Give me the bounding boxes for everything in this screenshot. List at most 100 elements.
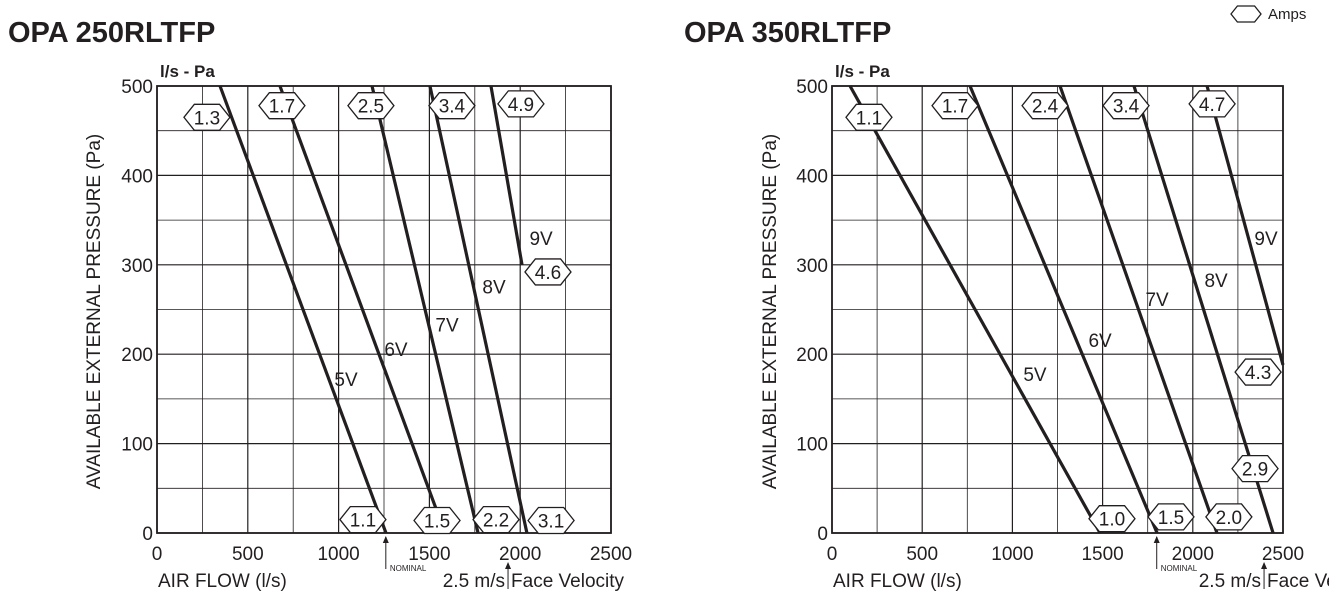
series-7V: 7V	[370, 85, 480, 534]
grid	[156, 85, 612, 534]
amps-label: 3.1	[527, 506, 575, 535]
amps-label: 1.0	[1088, 505, 1136, 533]
hexagon-icon	[1188, 90, 1236, 118]
y-tick-label: 0	[817, 524, 828, 545]
series-line	[428, 85, 529, 534]
series-6V: 6V	[278, 85, 447, 534]
chart-title: OPA 250RLTFP	[8, 17, 215, 49]
amps-value: 2.4	[1032, 97, 1059, 118]
amps-label: 3.4	[1102, 92, 1150, 120]
hexagon-icon	[413, 506, 461, 535]
amps-value: 1.5	[1158, 508, 1184, 529]
x-tick-label: 500	[906, 544, 938, 565]
amps-label: 2.9	[1231, 454, 1279, 483]
series-line	[489, 85, 524, 266]
y-tick-label: 100	[796, 435, 828, 456]
amps-label: 4.7	[1188, 90, 1236, 118]
y-tick-label: 500	[796, 77, 828, 98]
amps-label: 1.3	[183, 103, 231, 131]
hexagon-icon	[339, 505, 387, 534]
hexagon-icon	[258, 92, 306, 120]
amps-value: 2.9	[1242, 460, 1268, 481]
series-5V: 5V	[848, 85, 1102, 534]
amps-value: 1.1	[350, 511, 376, 532]
x-tick-label: 500	[232, 544, 264, 565]
x-tick-label: 2000	[1172, 544, 1214, 565]
voltage-label: 5V	[1023, 365, 1047, 386]
x-tick-label: 0	[827, 544, 838, 565]
amps-label: 1.5	[413, 506, 461, 535]
unit-label: l/s - Pa	[835, 62, 890, 81]
x-axis-label: AIR FLOW (l/s)	[833, 571, 962, 592]
amps-label: 3.4	[428, 92, 476, 120]
voltage-label: 8V	[482, 277, 506, 298]
x-tick-label: 0	[152, 544, 163, 565]
amps-value: 4.9	[508, 95, 534, 116]
series-line	[1058, 85, 1219, 534]
series-7V: 7V	[1058, 85, 1219, 534]
voltage-label: 7V	[1145, 290, 1169, 311]
hexagon-icon	[931, 92, 979, 120]
hexagon-icon	[1231, 454, 1279, 483]
x-tick-label: 1500	[408, 544, 450, 565]
y-axis-label: AVAILABLE EXTERNAL PRESSURE (Pa)	[84, 134, 105, 490]
hexagon-icon	[428, 92, 476, 120]
amps-value: 1.0	[1099, 510, 1125, 531]
amps-value: 2.0	[1216, 508, 1242, 529]
chart-title: OPA 350RLTFP	[684, 17, 891, 49]
grid	[831, 85, 1284, 534]
nominal-label: NOMINAL	[390, 564, 427, 573]
series-8V: 8V	[428, 85, 529, 534]
y-tick-label: 0	[142, 524, 153, 545]
series-6V: 6V	[968, 85, 1159, 534]
x-tick-label: 1500	[1081, 544, 1123, 565]
amps-value: 1.3	[194, 108, 220, 129]
amps-label: 1.5	[1147, 503, 1195, 531]
amps-label: 2.2	[472, 505, 520, 534]
hexagon-icon	[527, 506, 575, 535]
amps-value: 1.1	[856, 108, 882, 129]
amps-value: 4.6	[535, 263, 561, 284]
voltage-label: 9V	[529, 229, 553, 250]
amps-value: 1.7	[942, 97, 968, 118]
series-9V: 9V	[489, 85, 553, 266]
x-tick-label: 1000	[991, 544, 1033, 565]
hexagon-icon	[347, 92, 395, 120]
hexagon-icon	[845, 103, 893, 131]
amps-value: 1.7	[269, 97, 295, 118]
arrow-head-icon	[1153, 536, 1160, 543]
amps-label: 1.7	[931, 92, 979, 120]
series-line	[278, 85, 447, 534]
hexagon-icon	[183, 103, 231, 131]
face-velocity-label: Face Velocity	[511, 571, 624, 592]
series-line	[968, 85, 1159, 534]
hexagon-icon	[1102, 92, 1150, 120]
amps-label: 1.7	[258, 92, 306, 120]
amps-label: 2.5	[347, 92, 395, 120]
voltage-label: 6V	[384, 340, 408, 361]
amps-value: 4.3	[1245, 363, 1271, 384]
arrow-head-icon	[505, 562, 512, 569]
amps-label: 4.9	[497, 90, 545, 118]
face-velocity-value: 2.5 m/s	[443, 571, 505, 592]
y-tick-label: 200	[796, 345, 828, 366]
series-line	[218, 85, 388, 534]
voltage-label: 7V	[435, 316, 459, 337]
amps-label: 2.4	[1021, 92, 1069, 120]
amps-value: 2.2	[483, 511, 509, 532]
voltage-label: 9V	[1254, 229, 1278, 250]
hexagon-icon	[1205, 503, 1253, 531]
face-velocity-value: 2.5 m/s	[1199, 571, 1261, 592]
plot-frame	[831, 85, 1284, 534]
amps-value: 4.7	[1199, 95, 1225, 116]
y-tick-label: 400	[796, 166, 828, 187]
arrow-head-icon	[1261, 562, 1268, 569]
y-axis-label: AVAILABLE EXTERNAL PRESSURE (Pa)	[760, 134, 781, 490]
series-line	[1205, 85, 1285, 366]
hexagon-icon	[1234, 358, 1282, 386]
face-velocity-label: Face Velocity	[1267, 571, 1329, 592]
amps-value: 1.5	[424, 511, 450, 532]
